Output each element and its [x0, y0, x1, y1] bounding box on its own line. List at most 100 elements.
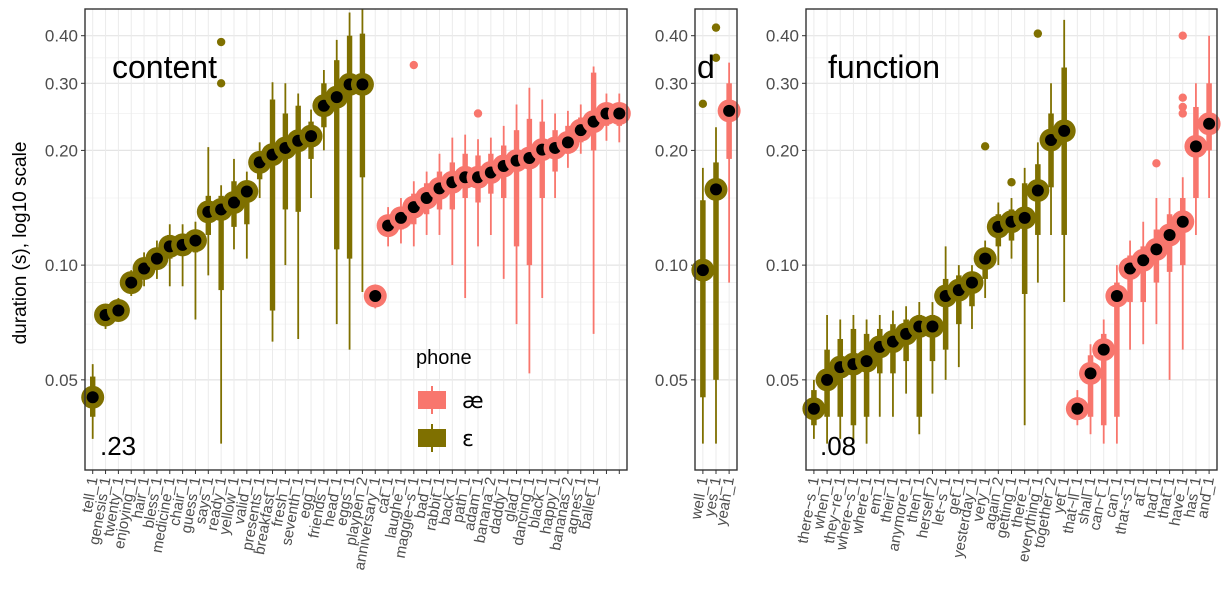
category-label: at_1	[1130, 476, 1152, 508]
category-label: tell_1	[79, 476, 102, 514]
legend-key-ae	[418, 391, 446, 409]
median-point	[1031, 184, 1044, 197]
median-point	[125, 276, 138, 289]
median-point	[1163, 228, 1176, 241]
outlier-point	[1178, 102, 1187, 112]
median-point	[1203, 117, 1216, 130]
legend-key-eh	[418, 429, 446, 447]
box-twenty_1	[106, 297, 130, 323]
y-tick-label: 0.10	[45, 256, 78, 275]
outlier-point	[1033, 29, 1043, 38]
category-label: bad_1	[412, 476, 436, 520]
y-tick-label: 0.20	[766, 141, 799, 160]
legend-entry-ae: æ	[418, 386, 484, 414]
box-iqr	[295, 105, 301, 212]
median-point	[979, 252, 992, 265]
panel-function: 0.050.100.200.300.40there~s_1when_1they~…	[766, 8, 1221, 563]
box-playpen_2	[350, 9, 374, 293]
median-point	[369, 289, 382, 302]
box-and_1	[1197, 35, 1221, 199]
outlier-point	[1178, 109, 1187, 118]
category-label: can_1	[1102, 476, 1126, 519]
median-point	[1058, 124, 1071, 137]
median-point	[696, 264, 709, 277]
box-valid_1	[235, 171, 259, 259]
category-label: egg_1	[296, 476, 320, 520]
median-point	[305, 130, 318, 143]
median-point	[189, 234, 202, 247]
box-yeah_1	[717, 62, 741, 283]
box-anniversary_1	[363, 284, 387, 309]
category-label: and_1	[1194, 476, 1218, 520]
box-bad_1	[415, 171, 439, 235]
box-iqr	[1021, 183, 1028, 294]
y-tick-label: 0.30	[655, 74, 688, 93]
box-getting_1	[1000, 178, 1023, 259]
box-iqr	[334, 60, 340, 250]
box-shall_1	[1079, 344, 1103, 435]
box-iqr	[1087, 355, 1094, 417]
median-point	[1071, 402, 1084, 415]
median-point	[394, 211, 407, 224]
y-tick-label: 0.05	[655, 371, 688, 390]
box-iqr	[218, 195, 224, 291]
median-point	[420, 192, 433, 205]
box-everything_1	[1026, 29, 1050, 283]
median-point	[561, 136, 574, 149]
median-point	[1084, 367, 1097, 380]
median-point	[965, 276, 978, 289]
y-tick-label: 0.30	[766, 74, 799, 93]
box-iqr	[282, 113, 289, 210]
box-iqr	[700, 200, 706, 398]
box-iqr	[244, 183, 250, 225]
box-iqr	[1100, 333, 1107, 426]
box-iqr	[1140, 246, 1146, 303]
y-tick-label: 0.30	[45, 74, 78, 93]
box-that~ll_1	[1065, 390, 1089, 426]
y-tick-label: 0.20	[45, 141, 78, 160]
legend: phone æ ɛ	[416, 347, 484, 452]
median-point	[1150, 243, 1163, 256]
box-yesterday_1	[960, 265, 984, 329]
y-tick-label: 0.40	[45, 27, 78, 46]
median-point	[1097, 343, 1110, 356]
median-point	[1137, 254, 1150, 267]
box-guess_1	[183, 221, 207, 320]
category-label: em_1	[865, 476, 888, 516]
y-tick-label: 0.40	[655, 27, 688, 46]
outlier-point	[711, 53, 721, 62]
box-iqr	[1114, 282, 1120, 417]
legend-label-eh: ɛ	[462, 427, 474, 452]
outlier-point	[1178, 31, 1187, 40]
box-iqr	[916, 314, 923, 417]
panel-border	[694, 8, 738, 471]
box-iqr	[942, 278, 949, 350]
median-point	[807, 402, 820, 415]
box-yet_1	[1052, 19, 1076, 303]
category-label: yet_1	[1050, 476, 1073, 515]
outlier-point	[1178, 93, 1187, 102]
box-there_1	[1013, 167, 1037, 426]
median-point	[1045, 133, 1058, 146]
box-let~s_1	[934, 246, 958, 380]
outlier-point	[216, 37, 226, 47]
category-label: that_1	[1155, 476, 1179, 520]
median-point	[330, 91, 343, 104]
box-iqr	[863, 333, 870, 417]
box-iqr	[359, 33, 366, 178]
box-tell_1	[81, 364, 105, 439]
panel-border	[84, 8, 628, 471]
category-label: yes_1	[701, 476, 725, 518]
median-point	[240, 185, 253, 198]
median-point	[821, 373, 834, 386]
outlier-point	[473, 109, 483, 118]
category-label: get_1	[944, 476, 967, 516]
box-there~s_1	[802, 379, 826, 439]
panels-layer: 0.050.100.200.300.40tell_1genesis_1twent…	[45, 8, 1221, 571]
box-well_1	[691, 99, 715, 444]
box-iqr	[850, 328, 857, 426]
box-can~t_1	[1092, 319, 1116, 444]
panel-title: function	[828, 49, 940, 85]
box-iqr	[713, 162, 719, 380]
